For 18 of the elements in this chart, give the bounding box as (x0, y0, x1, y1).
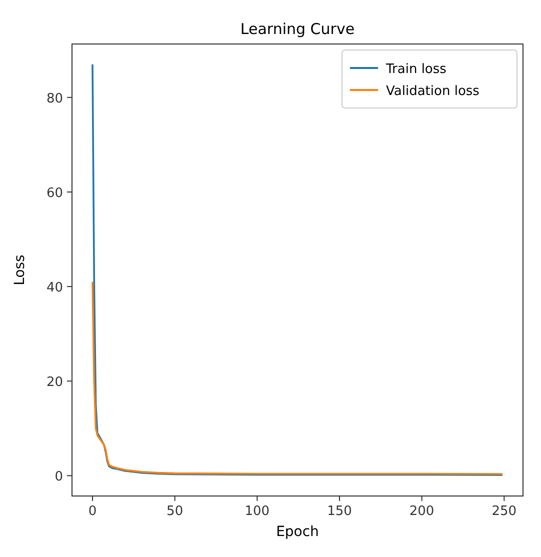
y-tick-label: 80 (46, 91, 63, 106)
y-tick-label: 40 (46, 280, 63, 296)
x-axis-title: Epoch (276, 524, 319, 540)
chart-title: Learning Curve (240, 20, 355, 38)
legend-label: Validation loss (386, 84, 480, 99)
x-tick-label: 100 (244, 504, 270, 519)
y-axis-title: Loss (12, 254, 28, 286)
y-tick-label: 60 (46, 186, 63, 201)
x-tick-label: 250 (492, 504, 517, 519)
x-tick-label: 200 (409, 504, 434, 519)
line-series (92, 280, 504, 475)
x-tick-label: 50 (166, 504, 184, 519)
y-tick-label: 0 (54, 470, 63, 485)
y-tick-label: 20 (46, 375, 63, 390)
x-tick-label: 150 (327, 504, 352, 519)
line-series (92, 63, 504, 476)
x-tick-label: 0 (88, 504, 97, 519)
legend-label: Train loss (385, 62, 447, 77)
